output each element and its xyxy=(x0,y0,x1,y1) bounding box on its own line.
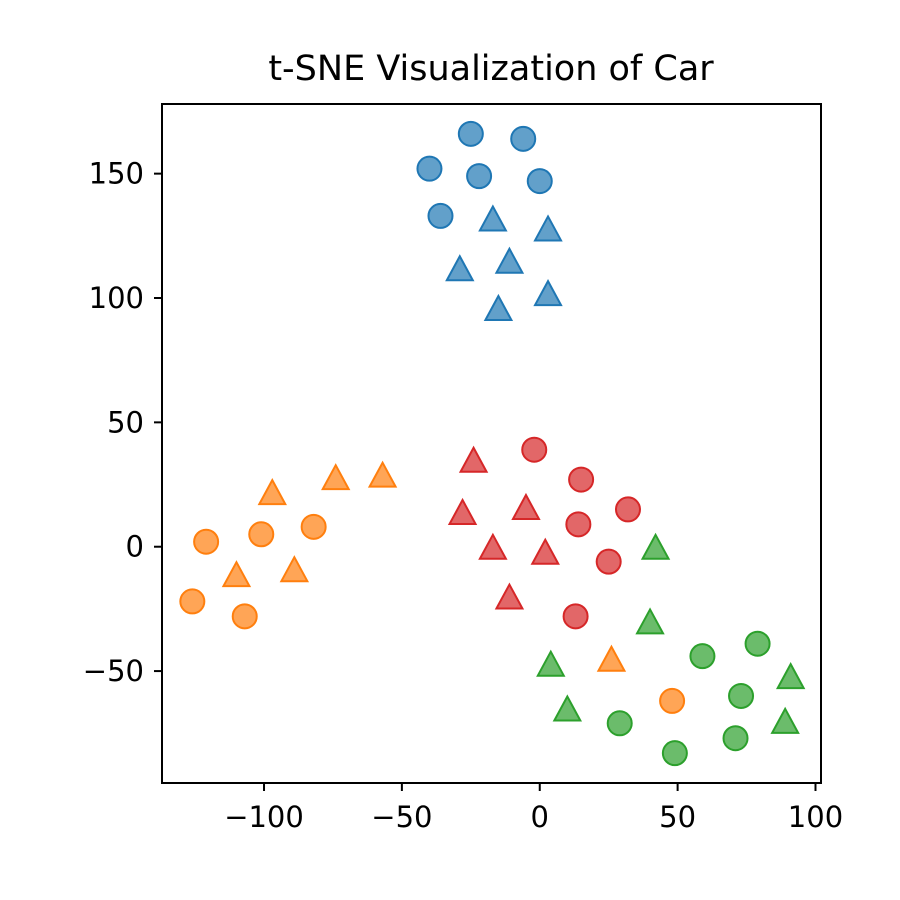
data-point-circle xyxy=(565,511,592,538)
data-point-triangle xyxy=(257,477,287,506)
data-point-triangle xyxy=(478,532,508,560)
data-point-triangle xyxy=(536,649,566,677)
data-point-circle xyxy=(606,710,633,737)
data-point-circle xyxy=(521,436,548,463)
data-point-triangle xyxy=(478,204,508,232)
data-point-triangle xyxy=(640,532,671,560)
data-point-circle xyxy=(466,163,493,190)
axes: −100 −50 0 50 100 −50 0 50 100 150 xyxy=(83,103,843,834)
data-point-circle xyxy=(510,125,537,152)
data-point-circle xyxy=(722,725,749,752)
data-point-circle xyxy=(689,643,716,670)
data-point-circle xyxy=(427,202,454,229)
y-tick-label: 100 xyxy=(89,281,144,315)
data-point-triangle xyxy=(770,706,800,734)
x-tick-label: 100 xyxy=(788,800,843,834)
data-point-circle xyxy=(300,513,327,540)
data-point-circle xyxy=(744,630,771,657)
data-point-triangle xyxy=(445,254,475,282)
data-point-triangle xyxy=(533,214,563,242)
chart-title: t-SNE Visualization of Car xyxy=(268,49,714,89)
data-point-circle xyxy=(179,588,206,615)
data-point-circle xyxy=(526,168,553,195)
data-point-circle xyxy=(193,528,220,555)
y-tick-label: 50 xyxy=(107,405,144,439)
x-tick-label: −50 xyxy=(371,800,432,834)
data-point-circle xyxy=(614,496,641,523)
data-point-circle xyxy=(728,682,755,709)
data-point-circle xyxy=(457,120,484,147)
data-point-triangle xyxy=(494,582,525,610)
data-point-triangle xyxy=(221,560,252,588)
data-point-circle xyxy=(661,740,688,767)
data-point-circle xyxy=(568,466,595,493)
y-tick-label: 0 xyxy=(126,530,144,564)
data-point-triangle xyxy=(533,279,563,307)
data-point-circle xyxy=(248,521,275,548)
data-point-triangle xyxy=(552,694,583,722)
x-tick-label: 50 xyxy=(659,800,696,834)
plot-marks xyxy=(179,120,806,767)
data-point-circle xyxy=(659,687,686,714)
data-point-triangle xyxy=(635,607,665,635)
data-point-triangle xyxy=(483,293,514,322)
data-point-triangle xyxy=(321,463,351,491)
data-point-triangle xyxy=(367,460,398,488)
data-point-circle xyxy=(595,548,622,575)
data-point-triangle xyxy=(530,537,560,565)
x-tick-label: −100 xyxy=(224,800,304,834)
y-tick-label: 150 xyxy=(89,157,144,191)
data-point-triangle xyxy=(458,445,489,473)
data-point-triangle xyxy=(447,497,478,525)
data-point-triangle xyxy=(511,492,541,521)
data-point-triangle xyxy=(596,644,627,672)
data-point-circle xyxy=(416,155,443,182)
data-point-triangle xyxy=(279,555,310,583)
data-point-circle xyxy=(562,603,589,630)
data-point-triangle xyxy=(494,246,525,274)
data-point-triangle xyxy=(775,662,806,690)
data-point-circle xyxy=(231,603,258,630)
y-tick-label: −50 xyxy=(83,654,144,688)
plot-frame xyxy=(161,103,822,784)
x-tick-label: 0 xyxy=(531,800,549,834)
